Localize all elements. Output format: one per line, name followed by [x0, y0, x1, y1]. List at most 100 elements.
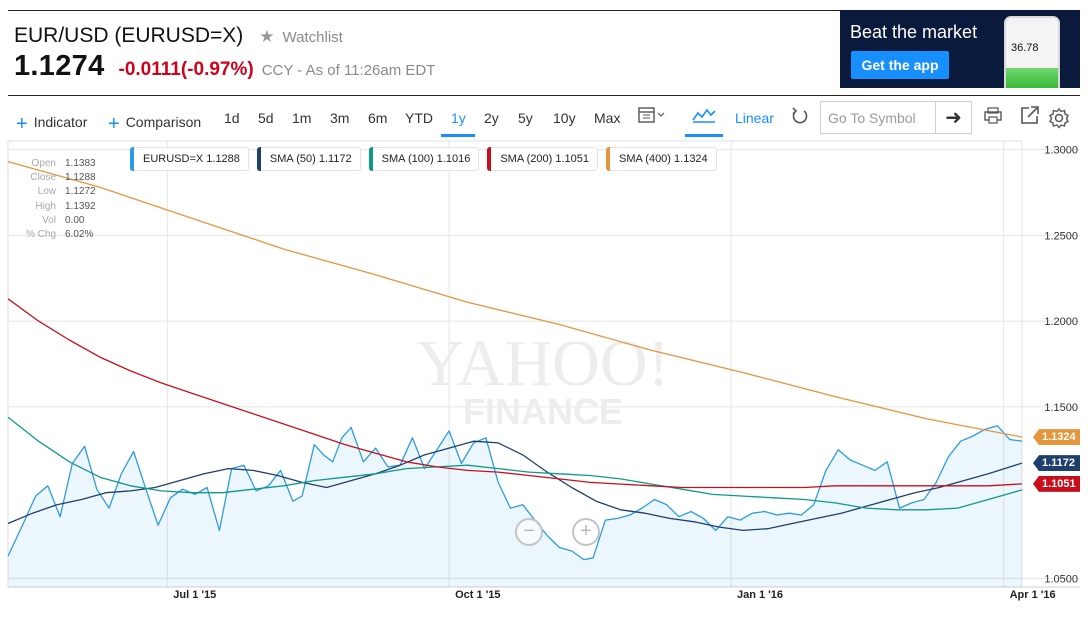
- range-2y[interactable]: 2y: [484, 110, 499, 126]
- series-group: [7, 160, 1023, 587]
- comparison-label: Comparison: [125, 114, 202, 130]
- title-row: EUR/USD (EURUSD=X) ★ Watchlist: [14, 24, 343, 48]
- y-tick-label: 1.0500: [1044, 573, 1078, 585]
- legend-label: SMA (100) 1.1016: [381, 153, 471, 165]
- legend-swatch: [487, 147, 492, 171]
- legend-sma-50[interactable]: SMA (50) 1.1172: [256, 147, 361, 171]
- top-rule: [8, 10, 1080, 11]
- legend-sma-400[interactable]: SMA (400) 1.1324: [606, 147, 717, 171]
- legend-label: SMA (50) 1.1172: [269, 153, 352, 165]
- pchg-value: 6.02%: [65, 229, 94, 241]
- legend-eurusd[interactable]: EURUSD=X 1.1288: [130, 147, 249, 171]
- phone-icon: 36.78: [1004, 16, 1060, 88]
- low-label: Low: [37, 186, 56, 198]
- scale-linear-button[interactable]: Linear: [735, 110, 774, 126]
- open-label: Open: [31, 158, 56, 169]
- series-line-sma-50[interactable]: [7, 440, 1023, 532]
- axis-labels: 1.3000 1.2500 1.2000 1.1500 1.0500 Jul 1 '15 O…: [173, 145, 1078, 601]
- share-icon[interactable]: [1020, 105, 1040, 128]
- series-legend: EURUSD=X 1.1288 SMA (50) 1.1172 SMA (100…: [130, 147, 725, 171]
- range-5d[interactable]: 5d: [258, 110, 274, 126]
- x-tick-label: Jan 1 '16: [737, 589, 783, 601]
- price-chart[interactable]: YAHOO! FINANCE 1.30001.25001.20001.15001…: [0, 138, 1088, 605]
- y-tick-label: 1.2000: [1044, 316, 1078, 328]
- active-range-indicator: [441, 134, 475, 137]
- watermark-line1: YAHOO!: [417, 327, 670, 400]
- as-of-text: CCY - As of 11:26am EDT: [261, 62, 436, 79]
- price-change: -0.0111(-0.97%): [119, 59, 254, 81]
- plus-icon: +: [108, 113, 120, 135]
- range-max[interactable]: Max: [594, 110, 621, 126]
- range-1y[interactable]: 1y: [451, 110, 466, 126]
- indicator-button[interactable]: + Indicator: [16, 110, 88, 135]
- x-tick-label: Jul 1 '15: [173, 589, 216, 601]
- range-1m[interactable]: 1m: [292, 110, 312, 126]
- header-divider: [8, 95, 1080, 96]
- app-ad-banner[interactable]: Beat the market Get the app 36.78: [840, 10, 1080, 88]
- change-percent: (-0.97%): [180, 59, 254, 80]
- zoom-out-button[interactable]: −: [515, 518, 543, 546]
- indicator-label: Indicator: [33, 114, 88, 130]
- vol-value: 0.00: [65, 214, 85, 226]
- high-label: High: [35, 200, 56, 212]
- series-line-eurusd-x[interactable]: [7, 425, 1023, 561]
- low-value: 1.1272: [65, 186, 96, 198]
- legend-sma-200[interactable]: SMA (200) 1.1051: [487, 147, 598, 171]
- series-line-sma-400[interactable]: [7, 160, 1023, 438]
- current-price: 1.1274: [14, 50, 105, 82]
- series-area-eurusd-x: [8, 425, 1022, 587]
- price-tag-1: 1.1172: [1033, 455, 1080, 472]
- vol-label: Vol: [42, 214, 56, 226]
- y-tick-label: 1.1500: [1044, 402, 1078, 414]
- range-ytd[interactable]: YTD: [405, 110, 433, 126]
- range-1d[interactable]: 1d: [224, 110, 240, 126]
- reset-icon[interactable]: [791, 106, 809, 129]
- star-icon[interactable]: ★: [259, 26, 275, 46]
- series-line-sma-100[interactable]: [7, 416, 1023, 511]
- zoom-in-button[interactable]: +: [572, 518, 600, 546]
- go-to-symbol-input[interactable]: [821, 109, 933, 126]
- close-value: 1.1288: [65, 172, 96, 184]
- range-6m[interactable]: 6m: [368, 110, 388, 126]
- ad-headline: Beat the market: [850, 22, 978, 42]
- ohlc-panel: Open 1.1383 Close 1.1288 Low 1.1272 High 1.1…: [18, 157, 96, 242]
- chart-type-icon[interactable]: [692, 106, 716, 127]
- comparison-button[interactable]: + Comparison: [108, 110, 202, 135]
- print-icon[interactable]: [983, 107, 1003, 128]
- active-chart-type-indicator: [685, 134, 723, 137]
- get-the-app-button[interactable]: Get the app: [851, 51, 949, 79]
- close-label: Close: [30, 172, 56, 184]
- high-value: 1.1392: [65, 200, 96, 212]
- page-title: EUR/USD (EURUSD=X): [14, 24, 244, 47]
- phone-value: 36.78: [1011, 42, 1039, 54]
- change-value: -0.0111: [118, 59, 181, 80]
- legend-swatch: [130, 147, 134, 171]
- go-arrow-button[interactable]: ➜: [935, 102, 971, 133]
- chart-toolbar: + Indicator + Comparison 1d 5d 1m 3m 6m YT…: [8, 100, 1080, 138]
- open-value: 1.1383: [65, 158, 96, 169]
- legend-swatch: [606, 147, 610, 171]
- range-10y[interactable]: 10y: [553, 110, 576, 126]
- range-5y[interactable]: 5y: [518, 110, 533, 126]
- price-row: 1.1274 -0.0111(-0.97%) CCY - As of 11:26…: [14, 50, 435, 83]
- legend-label: SMA (400) 1.1324: [619, 153, 708, 165]
- pchg-label: % Chg: [25, 229, 56, 241]
- y-tick-label: 1.2500: [1044, 230, 1078, 242]
- plus-icon: +: [580, 520, 592, 542]
- gear-icon[interactable]: [1048, 107, 1070, 132]
- price-tag-0: 1.1324: [1033, 429, 1080, 446]
- series-line-sma-200[interactable]: [7, 298, 1023, 489]
- watchlist-link[interactable]: Watchlist: [282, 28, 343, 46]
- calendar-icon[interactable]: [638, 106, 666, 127]
- legend-label: EURUSD=X 1.1288: [143, 153, 240, 165]
- yahoo-finance-watermark: YAHOO! FINANCE: [417, 327, 670, 432]
- x-tick-label: Oct 1 '15: [455, 589, 500, 601]
- x-tick-label: Apr 1 '16: [1010, 589, 1056, 601]
- legend-label: SMA (200) 1.1051: [500, 153, 589, 165]
- watermark-line2: FINANCE: [463, 391, 623, 432]
- y-tick-label: 1.3000: [1044, 145, 1078, 157]
- arrow-right-icon: ➜: [945, 107, 962, 129]
- legend-sma-100[interactable]: SMA (100) 1.1016: [368, 147, 480, 171]
- symbol-search: ➜: [820, 101, 972, 134]
- range-3m[interactable]: 3m: [330, 110, 350, 126]
